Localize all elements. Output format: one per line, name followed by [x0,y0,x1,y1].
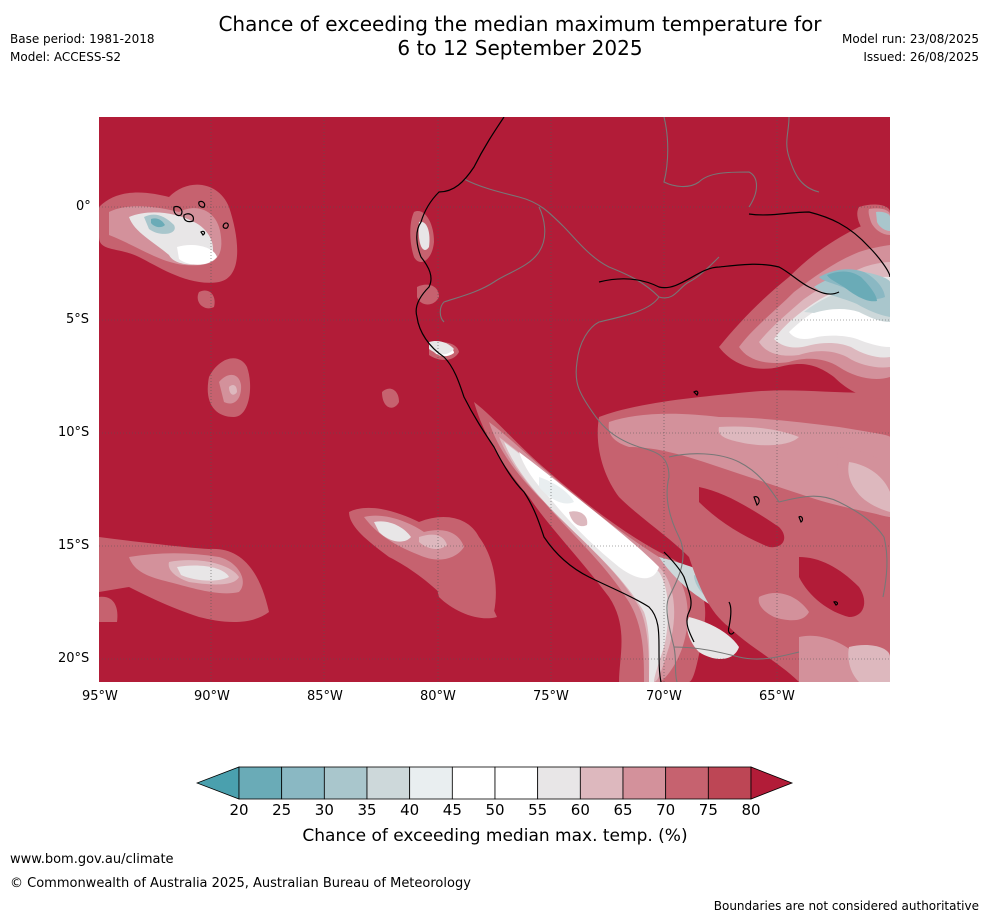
colorbar-tick-label: 65 [613,801,633,819]
colorbar-cell [537,766,581,800]
colorbar-tick-label: 30 [314,801,334,819]
northeast-anomaly [719,204,890,399]
lat-label-20s: 20°S [58,651,90,666]
issued-text: Issued: 26/08/2025 [863,50,979,64]
colorbar-tick-label: 45 [442,801,462,819]
model-run-text: Model run: 23/08/2025 [841,32,979,46]
colorbar-cell [281,766,325,800]
southwest-ocean-anomaly [99,537,269,622]
peru-north-coast-core [429,340,454,355]
lon-label-75w: 75°W [533,689,569,704]
colorbar-cell [366,766,411,800]
colorbar-tick-label: 40 [400,801,420,819]
website-text: www.bom.gov.au/climate [10,852,174,867]
andes-coastal-anomaly [474,402,755,682]
country-borders [439,117,888,682]
ecuador-south-anomaly [417,284,439,305]
colorbar-cell [622,766,667,800]
base-period-text: Base period: 1981-2018 [10,32,155,46]
lat-label-0: 0° [76,199,91,214]
colorbar-cell [494,766,539,800]
colorbar-high-arrow [750,766,794,800]
colorbar-cell [579,766,624,800]
lon-label-85w: 85°W [307,689,343,704]
colorbar-tick-label: 75 [698,801,718,819]
lat-label-15s: 15°S [58,538,90,553]
lon-label-80w: 80°W [420,689,456,704]
lon-label-70w: 70°W [646,689,682,704]
colorbar-tick-label: 25 [272,801,292,819]
colorbar [196,766,794,800]
colorbar-tick-label: 55 [528,801,548,819]
colorbar-cell [665,766,709,800]
colorbar-tick-label: 20 [229,801,249,819]
colorbar-cells [238,766,752,800]
title-line-1: Chance of exceeding the median maximum t… [218,12,822,36]
central-ocean-anomaly [349,507,497,619]
probability-map [99,117,890,682]
lon-label-65w: 65°W [759,689,795,704]
model-text: Model: ACCESS-S2 [10,50,122,64]
colorbar-tick-label: 70 [656,801,676,819]
colorbar-cell [707,766,752,800]
colorbar-tick-label: 80 [741,801,761,819]
colorbar-tick-label: 60 [570,801,590,819]
copyright-text: © Commonwealth of Australia 2025, Austra… [10,876,471,891]
lat-label-10s: 10°S [58,425,90,440]
colorbar-low-arrow [196,766,240,800]
ecuador-coast-core [418,221,430,250]
colorbar-cell [323,766,368,800]
disclaimer-text: Boundaries are not considered authoritat… [713,899,979,913]
coastlines [173,117,890,682]
ocean-blob-1-core [229,384,237,395]
map-gridlines [99,117,890,682]
colorbar-cell [409,766,453,800]
map-title: Chance of exceeding the median maximum t… [120,12,920,60]
colorbar-cell [238,766,283,800]
ocean-blob-3 [382,388,399,408]
colorbar-tick-label: 35 [357,801,377,819]
colorbar-tick-label: 50 [485,801,505,819]
title-line-2: 6 to 12 September 2025 [397,36,643,60]
lat-label-5s: 5°S [66,312,90,327]
colorbar-cell [451,766,496,800]
lon-label-90w: 90°W [194,689,230,704]
colorbar-label: Chance of exceeding median max. temp. (%… [302,826,688,846]
lon-label-95w: 95°W [82,689,118,704]
ocean-blob-2 [197,290,215,309]
